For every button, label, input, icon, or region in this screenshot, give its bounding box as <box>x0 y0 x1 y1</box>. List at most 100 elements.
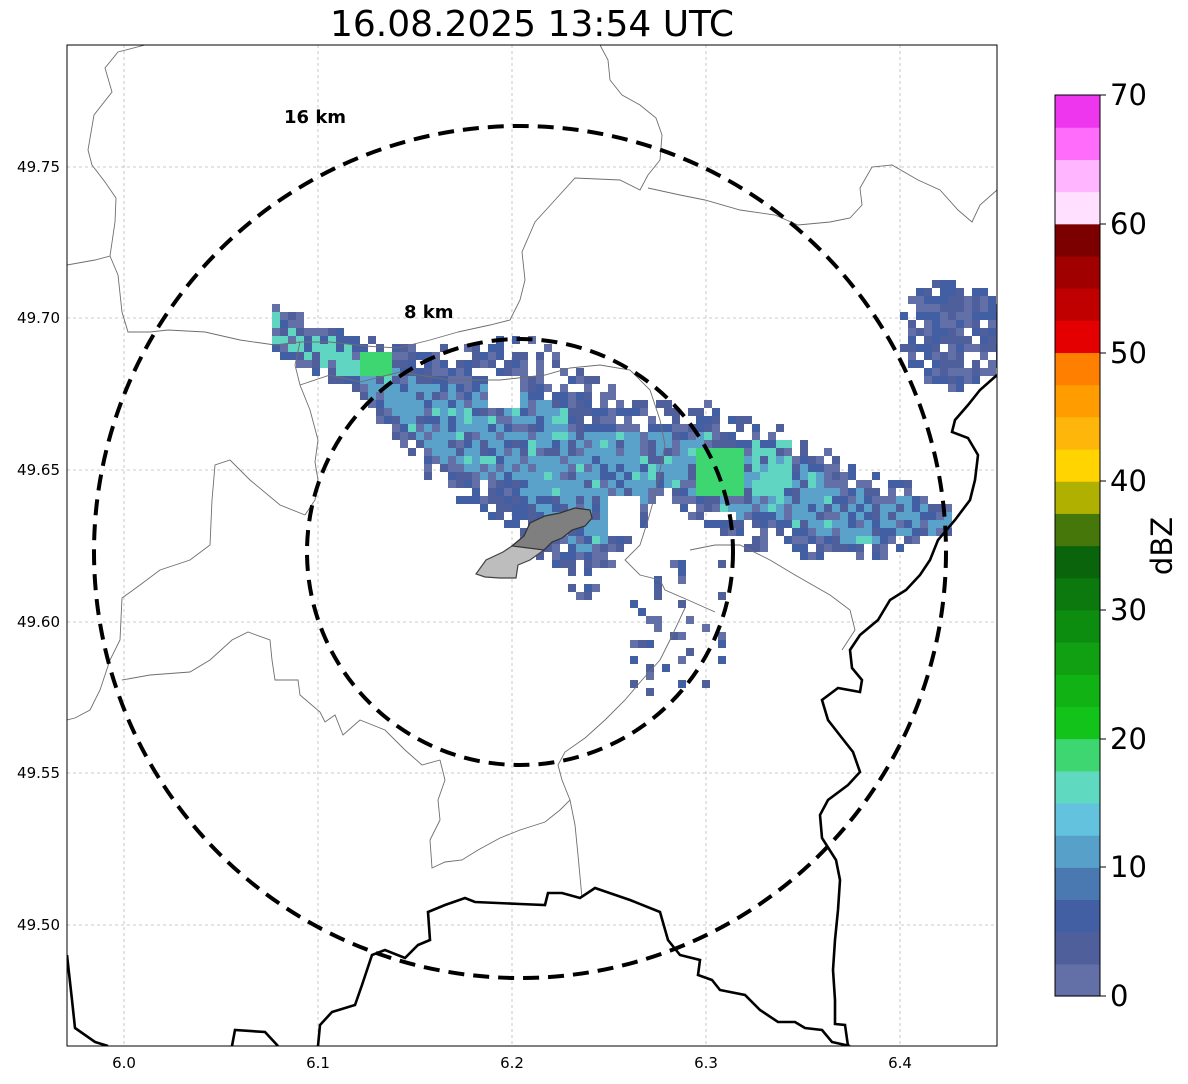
radar-pixel <box>896 480 904 488</box>
radar-pixel <box>784 456 792 464</box>
radar-pixel <box>980 352 988 360</box>
radar-pixel <box>920 520 928 528</box>
radar-pixel <box>592 512 600 520</box>
radar-pixel <box>972 320 980 328</box>
radar-pixel <box>744 488 752 496</box>
radar-pixel <box>512 368 520 376</box>
radar-pixel <box>624 408 632 416</box>
radar-pixel <box>656 432 664 440</box>
radar-pixel <box>696 512 704 520</box>
radar-pixel <box>448 416 456 424</box>
radar-pixel <box>744 544 752 552</box>
radar-pixel <box>440 456 448 464</box>
radar-pixel <box>638 608 646 616</box>
radar-pixel <box>688 480 696 488</box>
radar-pixel <box>576 448 584 456</box>
radar-pixel <box>916 360 924 368</box>
radar-pixel <box>712 432 720 440</box>
radar-pixel <box>360 360 368 368</box>
radar-pixel <box>504 496 512 504</box>
radar-pixel <box>720 496 728 504</box>
colorbar-tick-label: 50 <box>1110 336 1147 370</box>
radar-pixel <box>728 496 736 504</box>
radar-pixel <box>608 560 616 568</box>
radar-pixel <box>808 464 816 472</box>
radar-pixel <box>296 336 304 344</box>
radar-pixel <box>544 400 552 408</box>
radar-pixel <box>440 376 448 384</box>
radar-pixel <box>504 448 512 456</box>
radar-pixel <box>630 680 638 688</box>
radar-pixel <box>480 360 488 368</box>
radar-pixel <box>456 480 464 488</box>
radar-pixel <box>728 488 736 496</box>
radar-pixel <box>600 504 608 512</box>
radar-pixel <box>336 344 344 352</box>
radar-pixel <box>888 504 896 512</box>
radar-pixel <box>656 448 664 456</box>
colorbar-swatch <box>1055 899 1100 933</box>
radar-pixel <box>720 504 728 512</box>
radar-pixel <box>296 328 304 336</box>
radar-pixel <box>416 392 424 400</box>
radar-pixel <box>480 416 488 424</box>
radar-pixel <box>972 304 980 312</box>
radar-pixel <box>568 392 576 400</box>
radar-pixel <box>736 416 744 424</box>
radar-pixel <box>384 384 392 392</box>
radar-pixel <box>464 400 472 408</box>
radar-pixel <box>400 416 408 424</box>
radar-pixel <box>488 432 496 440</box>
radar-pixel <box>496 368 504 376</box>
radar-pixel <box>504 432 512 440</box>
radar-pixel <box>376 408 384 416</box>
map-title: 16.08.2025 13:54 UTC <box>329 4 735 45</box>
radar-pixel <box>672 424 680 432</box>
radar-pixel <box>464 432 472 440</box>
radar-pixel <box>504 424 512 432</box>
radar-pixel <box>608 456 616 464</box>
radar-pixel <box>608 544 616 552</box>
radar-pixel <box>520 368 528 376</box>
radar-pixel <box>408 416 416 424</box>
x-tick-label: 6.1 <box>306 1054 330 1072</box>
radar-pixel <box>360 392 368 400</box>
radar-pixel <box>800 552 808 560</box>
radar-pixel <box>832 512 840 520</box>
radar-pixel <box>956 352 964 360</box>
radar-pixel <box>824 520 832 528</box>
radar-pixel <box>888 496 896 504</box>
radar-pixel <box>718 592 726 600</box>
radar-pixel <box>576 400 584 408</box>
radar-pixel <box>760 472 768 480</box>
radar-pixel <box>560 448 568 456</box>
radar-pixel <box>392 352 400 360</box>
radar-pixel <box>932 344 940 352</box>
radar-pixel <box>816 504 824 512</box>
radar-pixel <box>440 368 448 376</box>
radar-pixel <box>760 528 768 536</box>
range-ring-16km <box>92 124 948 980</box>
radar-pixel <box>712 472 720 480</box>
radar-pixel <box>512 448 520 456</box>
radar-pixel <box>424 440 432 448</box>
colorbar: 0 10 20 30 40 50 60 70 dBZ <box>1054 78 1179 1013</box>
radar-pixel <box>664 408 672 416</box>
radar-pixel <box>888 528 896 536</box>
radar-pixel <box>544 480 552 488</box>
radar-pixel <box>908 360 916 368</box>
radar-pixel <box>948 328 956 336</box>
radar-pixel <box>584 440 592 448</box>
colorbar-swatch <box>1055 513 1100 547</box>
radar-pixel <box>980 304 988 312</box>
radar-pixel <box>416 432 424 440</box>
radar-pixel <box>648 496 656 504</box>
radar-pixel <box>552 416 560 424</box>
colorbar-swatch <box>1055 320 1100 354</box>
radar-pixel <box>488 352 496 360</box>
radar-pixel <box>536 512 544 520</box>
radar-pixel <box>680 464 688 472</box>
radar-pixel <box>432 376 440 384</box>
radar-pixel <box>472 480 480 488</box>
radar-pixel <box>552 408 560 416</box>
